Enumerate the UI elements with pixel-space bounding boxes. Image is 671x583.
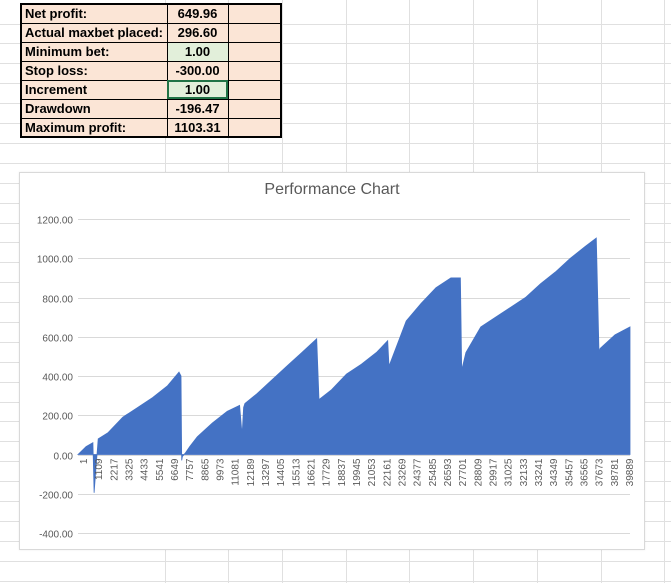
- stats-row: Drawdown -196.47: [20, 98, 282, 119]
- empty-cell[interactable]: [227, 117, 282, 138]
- x-tick-label: 3325: [125, 458, 136, 481]
- empty-cell[interactable]: [227, 79, 282, 100]
- y-tick-label: 800.00: [42, 295, 73, 306]
- stat-label[interactable]: Maximum profit:: [20, 117, 168, 138]
- x-tick-label: 22161: [382, 458, 393, 486]
- x-tick-label: 29917: [489, 458, 500, 486]
- stat-value[interactable]: -300.00: [166, 60, 229, 81]
- x-tick-label: 19945: [352, 458, 363, 486]
- chart-plot: 1200.00 1000.00 800.00 600.00 400.00 200.00 0.…: [37, 216, 636, 541]
- y-tick-label: 400.00: [42, 373, 73, 384]
- x-tick-label: 35457: [564, 458, 575, 486]
- y-tick-label: 0.00: [54, 452, 74, 463]
- x-tick-label: 23269: [398, 458, 409, 486]
- x-tick-label: 1109: [94, 458, 105, 480]
- x-tick-label: 6649: [170, 458, 181, 481]
- empty-cell[interactable]: [227, 22, 282, 43]
- stat-value[interactable]: 649.96: [166, 3, 229, 24]
- stats-row: Actual maxbet placed: 296.60: [20, 22, 282, 43]
- y-tick-label: -400.00: [39, 530, 73, 541]
- stat-label[interactable]: Stop loss:: [20, 60, 168, 81]
- x-tick-label: 13297: [261, 458, 272, 486]
- stat-label[interactable]: Actual maxbet placed:: [20, 22, 168, 43]
- x-tick-label: 25485: [428, 458, 439, 486]
- x-tick-label: 27701: [458, 458, 469, 486]
- chart-title: Performance Chart: [264, 181, 400, 198]
- y-tick-label: 600.00: [42, 334, 73, 345]
- x-tick-label: 8865: [200, 458, 211, 481]
- x-tick-label: 1: [79, 458, 90, 464]
- performance-chart[interactable]: Performance Chart 1200.00 1000.00 800.00 60…: [19, 172, 645, 550]
- empty-cell[interactable]: [227, 60, 282, 81]
- stats-row: Minimum bet: 1.00: [20, 41, 282, 62]
- stats-table: Net profit: 649.96 Actual maxbet placed: 29…: [20, 3, 282, 138]
- stat-value[interactable]: 1.00: [166, 41, 229, 62]
- y-tick-label: -200.00: [39, 491, 73, 502]
- x-tick-label: 36565: [580, 458, 591, 486]
- stat-label[interactable]: Minimum bet:: [20, 41, 168, 62]
- x-tick-label: 34349: [549, 458, 560, 486]
- x-tick-label: 33241: [534, 458, 545, 486]
- stat-label[interactable]: Net profit:: [20, 3, 168, 24]
- stats-row: Stop loss: -300.00: [20, 60, 282, 81]
- x-tick-label: 4433: [140, 458, 151, 481]
- x-tick-label: 9973: [216, 458, 227, 481]
- stats-row: Net profit: 649.96: [20, 3, 282, 24]
- x-tick-label: 17729: [322, 458, 333, 486]
- x-tick-label: 39889: [625, 458, 636, 486]
- x-tick-label: 32133: [519, 458, 530, 486]
- x-tick-label: 15513: [291, 458, 302, 486]
- stat-value[interactable]: -196.47: [166, 98, 229, 119]
- x-tick-label: 14405: [276, 458, 287, 486]
- x-tick-label: 16621: [307, 458, 318, 486]
- x-tick-label: 24377: [413, 458, 424, 486]
- empty-cell[interactable]: [227, 98, 282, 119]
- empty-cell[interactable]: [227, 41, 282, 62]
- x-tick-label: 7757: [185, 458, 196, 481]
- x-tick-label: 37673: [595, 458, 606, 486]
- x-tick-label: 11081: [231, 458, 242, 486]
- x-tick-label: 12189: [246, 458, 257, 486]
- stat-value[interactable]: 1.00: [166, 79, 229, 100]
- series-area: [77, 237, 631, 493]
- x-tick-label: 26593: [443, 458, 454, 486]
- y-tick-label: 1200.00: [37, 216, 74, 227]
- stats-row: Increment 1.00: [20, 79, 282, 100]
- stat-label[interactable]: Drawdown: [20, 98, 168, 119]
- x-tick-label: 31025: [504, 458, 515, 486]
- x-tick-label: 28809: [473, 458, 484, 486]
- stat-value[interactable]: 1103.31: [166, 117, 229, 138]
- x-tick-label: 5541: [155, 458, 166, 481]
- y-tick-label: 200.00: [42, 412, 73, 423]
- x-tick-label: 2217: [109, 458, 120, 481]
- stats-row: Maximum profit: 1103.31: [20, 117, 282, 138]
- empty-cell[interactable]: [227, 3, 282, 24]
- x-tick-label: 38781: [610, 458, 621, 486]
- x-tick-label: 18837: [337, 458, 348, 486]
- x-tick-label: 21053: [367, 458, 378, 486]
- y-tick-label: 1000.00: [37, 255, 74, 266]
- stat-value[interactable]: 296.60: [166, 22, 229, 43]
- stat-label[interactable]: Increment: [20, 79, 168, 100]
